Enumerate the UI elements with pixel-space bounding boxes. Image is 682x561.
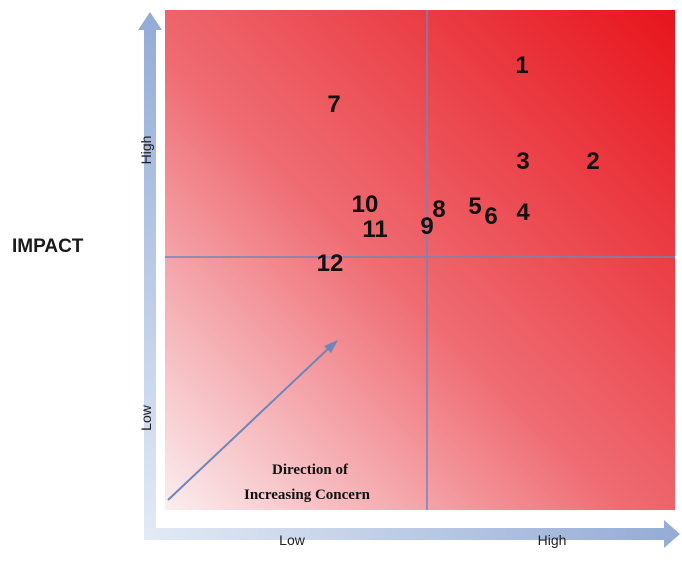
annotation-line-2: Increasing Concern	[244, 487, 371, 503]
y-axis-title: IMPACT	[12, 236, 84, 257]
risk-item-9: 9	[420, 213, 433, 240]
x-axis-arrow	[146, 520, 680, 548]
x-axis-high-label: High	[538, 532, 567, 548]
risk-items: 1 2 3 4 5 6 7 8 9 10 11 12	[317, 52, 600, 277]
y-axis-high-label: High	[138, 136, 154, 165]
y-axis-arrow	[138, 12, 162, 540]
risk-item-10: 10	[352, 191, 379, 218]
concern-direction-arrow	[167, 340, 338, 501]
risk-item-8: 8	[432, 196, 445, 223]
matrix-field	[165, 10, 675, 510]
y-axis-low-label: Low	[138, 404, 154, 431]
risk-item-6: 6	[484, 203, 497, 230]
risk-item-11: 11	[362, 216, 387, 243]
risk-item-3: 3	[516, 148, 529, 175]
risk-item-5: 5	[468, 193, 481, 220]
risk-item-2: 2	[586, 148, 599, 175]
risk-item-7: 7	[327, 91, 340, 118]
risk-item-12: 12	[317, 250, 344, 277]
x-axis-low-label: Low	[279, 532, 306, 548]
annotation-line-1: Direction of	[272, 462, 349, 478]
risk-item-4: 4	[516, 199, 530, 226]
risk-item-1: 1	[515, 52, 528, 79]
